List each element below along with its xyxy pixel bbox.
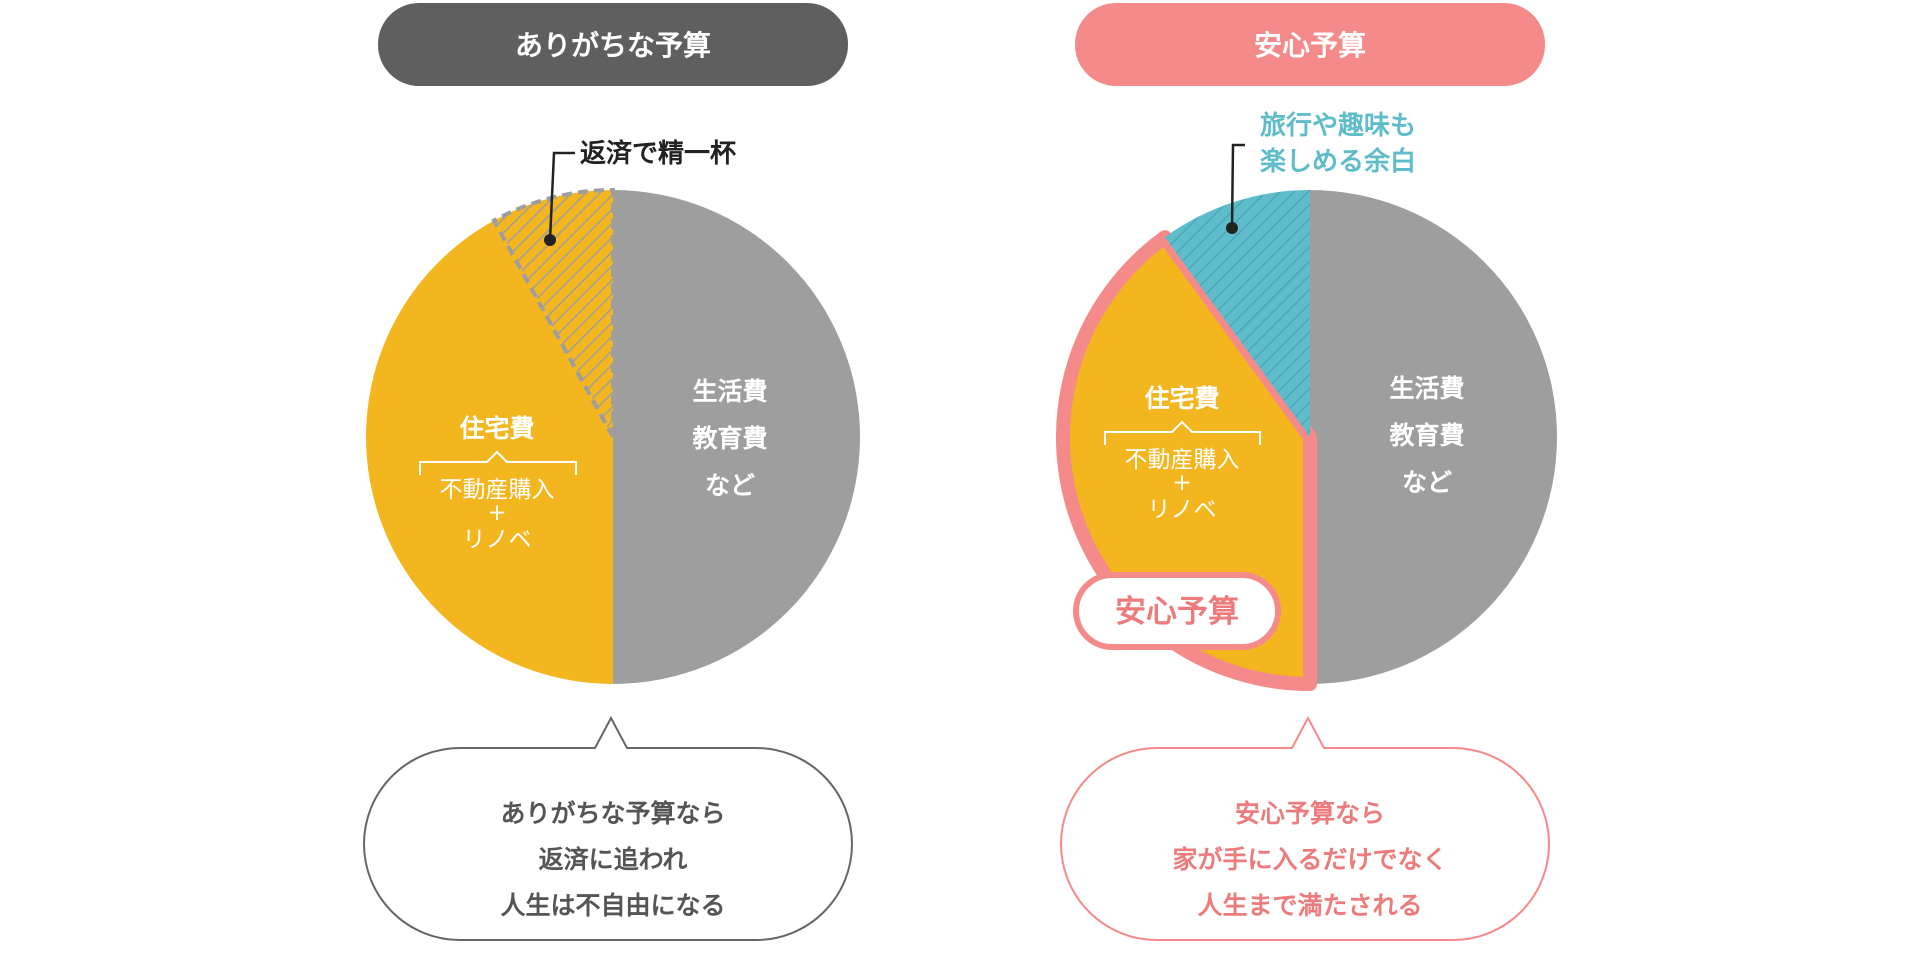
left-slice-living (613, 190, 860, 684)
left-annotation: 返済で精一杯 (580, 138, 736, 169)
right-badge (1073, 572, 1281, 650)
left-bubble-line-2: 返済に追われ (539, 845, 688, 874)
right-bubble-line-2: 家が手に入るだけでなく (1172, 845, 1447, 874)
left-living-label-3: など (705, 471, 755, 500)
left-housing-line-3: リノベ (463, 527, 532, 553)
left-bubble-line-3: 人生は不自由になる (500, 891, 725, 920)
right-annotation-line-2: 楽しめる余白 (1260, 146, 1416, 177)
right-slice-leisure (1164, 190, 1310, 437)
right-living-label-3: など (1402, 468, 1452, 497)
left-speech-bubble (363, 715, 853, 941)
right-badge-label: 安心予算 (1115, 594, 1239, 630)
right-pie (1056, 190, 1557, 691)
right-annotation-dot (1226, 222, 1238, 234)
right-bubble-line-1: 安心予算なら (1235, 799, 1385, 828)
left-housing-bracket (419, 450, 577, 475)
left-housing-title: 住宅費 (459, 414, 534, 443)
left-title: ありがちな予算 (515, 29, 711, 62)
left-living-label-2: 教育費 (692, 424, 767, 453)
left-annotation-leader (548, 151, 575, 241)
right-title-pill (1075, 3, 1545, 86)
right-housing-line-1: 不動産購入 (1125, 447, 1240, 473)
left-living-label-1: 生活費 (692, 377, 767, 406)
right-living-label-1: 生活費 (1389, 374, 1464, 403)
left-housing-line-2: + (487, 500, 506, 526)
right-housing-line-3: リノベ (1148, 497, 1217, 523)
right-panel: 安心予算 旅行や趣味も 楽しめる余白 生活費 教育費 など 住宅費 不動産購入 … (1056, 3, 1557, 941)
right-annotation-line-1: 旅行や趣味も (1260, 110, 1416, 141)
right-bubble-line-3: 人生まで満たされる (1197, 891, 1422, 920)
left-panel: ありがちな予算 返済で精一杯 生活費 教育費 など 住宅費 不動産購入 + リノ… (363, 3, 860, 941)
right-housing-bracket (1104, 420, 1261, 445)
right-housing-line-2: + (1172, 470, 1191, 496)
left-bubble-line-1: ありがちな予算なら (500, 799, 725, 828)
right-housing-title: 住宅費 (1144, 384, 1219, 413)
right-annotation-leader (1230, 143, 1245, 229)
right-slice-living (1310, 190, 1557, 684)
left-annotation-dot (544, 234, 556, 246)
right-living-label-2: 教育費 (1389, 421, 1464, 450)
right-speech-bubble (1060, 715, 1550, 941)
right-title: 安心予算 (1254, 29, 1366, 62)
left-housing-line-1: 不動産購入 (440, 477, 555, 503)
left-slice-housing (365, 220, 613, 685)
left-pie (365, 187, 860, 685)
left-title-pill (378, 3, 848, 86)
